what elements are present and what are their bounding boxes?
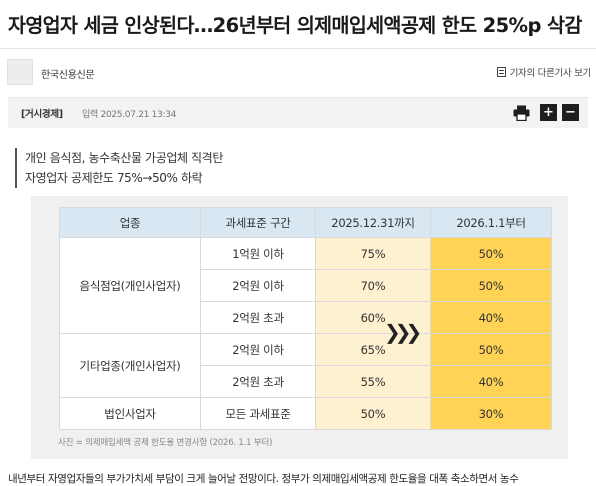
summary-line-1: 개인 음식점, 농수축산물 가공업체 직격탄 — [25, 151, 223, 165]
rate-from-2026-cell: 50% — [430, 333, 552, 366]
header-from-2026: 2026.1.1부터 — [430, 207, 552, 238]
bracket-cell: 모든 과세표준 — [200, 397, 316, 430]
press-name[interactable]: 한국신용신문 — [41, 70, 95, 81]
header-industry: 업종 — [59, 207, 201, 238]
rate-until-2025-cell: 50% — [315, 397, 431, 430]
rate-until-2025-cell: 65% — [315, 333, 431, 366]
industry-cell: 법인사업자 — [59, 397, 201, 430]
header-until-2025: 2025.12.31까지 — [315, 207, 431, 238]
header-bracket: 과세표준 구간 — [200, 207, 316, 238]
chevrons-right-icon: ❯❯❯ — [384, 320, 422, 344]
rate-until-2025-cell: 70% — [315, 269, 431, 302]
article-meta-bar: [거시경제] 입력 2025.07.21 13:34 + − — [8, 97, 588, 128]
table-row: 2억원 초과 55% 40% — [60, 365, 552, 398]
figure-caption: 사진 = 의제매입세액 공제 한도율 변경사항 (2026. 1.1 부터) — [58, 438, 273, 448]
industry-cell: 음식점업(개인사업자) — [59, 237, 201, 334]
article-figure: 업종 과세표준 구간 2025.12.31까지 2026.1.1부터 음식점업(… — [31, 196, 568, 459]
rate-from-2026-cell: 30% — [430, 397, 552, 430]
rate-from-2026-cell: 50% — [430, 269, 552, 302]
summary-line-2: 자영업자 공제한도 75%→50% 하락 — [25, 171, 203, 185]
rate-until-2025-cell: 60% — [315, 301, 431, 334]
rate-until-2025-cell: 75% — [315, 237, 431, 270]
rate-from-2026-cell: 40% — [430, 365, 552, 398]
rate-from-2026-cell: 50% — [430, 237, 552, 270]
press-logo[interactable] — [7, 59, 33, 85]
other-articles-label[interactable]: 기자의 다른기사 보기 — [509, 68, 592, 79]
bracket-cell: 2억원 초과 — [200, 365, 316, 398]
deduction-rate-table: 업종 과세표준 구간 2025.12.31까지 2026.1.1부터 음식점업(… — [59, 207, 552, 430]
table-row: 기타업종(개인사업자) 2억원 이하 65% 50% — [59, 333, 552, 398]
header-divider — [0, 48, 596, 49]
bracket-cell: 2억원 이하 — [200, 333, 316, 366]
rate-until-2025-cell: 55% — [315, 365, 431, 398]
table-row: 2억원 이하 70% 50% — [60, 269, 552, 302]
table-row: 법인사업자 모든 과세표준 50% 30% — [59, 397, 552, 430]
article-body-first-line: 내년부터 자영업자들의 부가가치세 부담이 크게 늘어날 전망이다. 정부가 의… — [8, 473, 519, 485]
other-articles-link[interactable]: 기자의 다른기사 보기 — [496, 65, 592, 79]
article-summary: 개인 음식점, 농수축산물 가공업체 직격탄 자영업자 공제한도 75%→50%… — [15, 148, 223, 188]
section-label[interactable]: [거시경제] — [21, 109, 63, 120]
printer-icon[interactable] — [513, 105, 530, 121]
zoom-in-button[interactable]: + — [540, 104, 557, 121]
bracket-cell: 2억원 이하 — [200, 269, 316, 302]
bracket-cell: 2억원 초과 — [200, 301, 316, 334]
table-row: 음식점업(개인사업자) 1억원 이하 75% 50% — [59, 237, 552, 334]
rate-from-2026-cell: 40% — [430, 301, 552, 334]
bracket-cell: 1억원 이하 — [200, 237, 316, 270]
zoom-out-button[interactable]: − — [562, 104, 579, 121]
article-headline: 자영업자 세금 인상된다…26년부터 의제매입세액공제 한도 25%p 삭감 — [8, 14, 582, 37]
list-icon — [496, 67, 506, 77]
industry-cell: 기타업종(개인사업자) — [59, 333, 201, 398]
publish-date: 입력 2025.07.21 13:34 — [82, 110, 177, 120]
